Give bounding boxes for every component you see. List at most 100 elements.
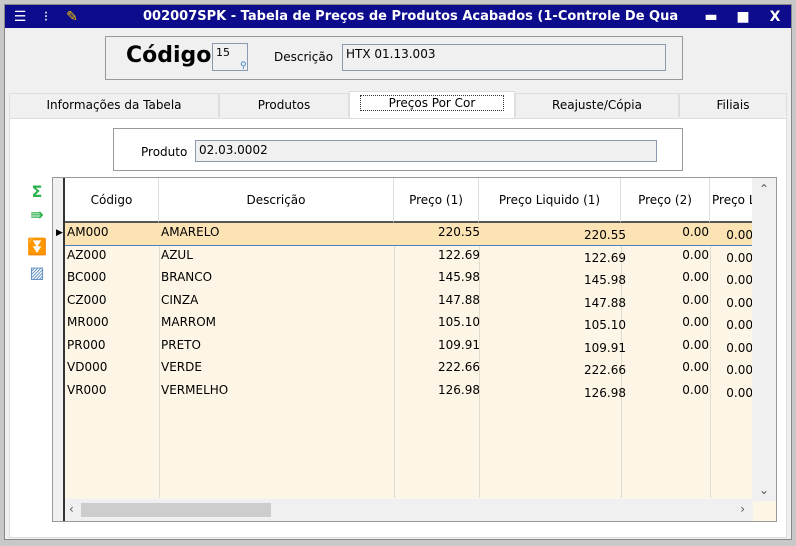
table-cell[interactable]: 122.69 xyxy=(438,247,480,262)
traffic-light-icon[interactable]: ⁝ xyxy=(43,8,49,25)
current-row-arrow-icon: ▶ xyxy=(56,228,63,238)
table-cell[interactable]: 0.00 xyxy=(726,273,753,287)
close-button[interactable]: X xyxy=(769,8,781,25)
table-cell[interactable]: 0.00 xyxy=(682,360,709,374)
row-indicator-column: ▶ xyxy=(53,178,65,521)
tab-produtos[interactable]: Produtos xyxy=(219,93,349,117)
minimize-button[interactable]: ▬ xyxy=(704,8,718,25)
tab-bar: Informações da Tabela Produtos Preços Po… xyxy=(9,91,787,118)
codigo-field[interactable]: 15 xyxy=(212,43,248,71)
maximize-button[interactable]: ■ xyxy=(736,8,750,25)
table-cell[interactable]: 0.00 xyxy=(726,340,753,355)
produto-label: Produto xyxy=(141,145,188,159)
tab-reajuste-copia[interactable]: Reajuste/Cópia xyxy=(515,93,679,117)
table-cell[interactable]: 0.00 xyxy=(726,385,753,400)
image-icon[interactable]: ▨ xyxy=(29,263,45,282)
column-header-descricao[interactable]: Descrição xyxy=(159,178,394,223)
window: ☰ ⁝ ✎ 002007SPK - Tabela de Preços de Pr… xyxy=(4,4,792,540)
table-cell[interactable]: 145.98 xyxy=(438,270,480,284)
table-cell[interactable]: 126.98 xyxy=(438,382,480,397)
wrench-icon[interactable]: ✎ xyxy=(66,8,78,25)
table-cell[interactable]: 105.10 xyxy=(438,315,480,329)
column-header-codigo[interactable]: Código xyxy=(65,178,159,223)
table-cell[interactable]: 0.00 xyxy=(682,247,709,262)
table-row[interactable]: VR000 VERMELHO 126.98 126.98 0.00 0.00 xyxy=(65,381,753,404)
table-cell[interactable]: 0.00 xyxy=(682,270,709,284)
search-icon[interactable]: ⚲ xyxy=(240,61,247,71)
tab-informacoes[interactable]: Informações da Tabela xyxy=(9,93,219,117)
column-header-preco-1[interactable]: Preço (1) xyxy=(394,178,479,223)
table-cell[interactable]: MR000 xyxy=(67,315,109,329)
scroll-right-icon[interactable]: › xyxy=(740,502,745,516)
sum-icon[interactable]: Σ xyxy=(31,182,43,201)
tab-precos-por-cor[interactable]: Preços Por Cor xyxy=(349,91,515,118)
table-cell[interactable]: AM000 xyxy=(67,225,109,239)
export-icon[interactable]: ⇛ xyxy=(30,205,44,224)
title-bar: ☰ ⁝ ✎ 002007SPK - Tabela de Preços de Pr… xyxy=(5,5,791,28)
table-cell[interactable]: VERDE xyxy=(161,360,202,374)
table-cell[interactable]: 147.88 xyxy=(584,295,626,310)
column-header-preco-liquido-2[interactable]: Preço L xyxy=(710,178,753,223)
window-title: 002007SPK - Tabela de Preços de Produtos… xyxy=(143,9,679,24)
table-cell[interactable]: VD000 xyxy=(67,360,108,374)
horizontal-scrollbar[interactable]: ‹ › xyxy=(65,499,753,521)
table-row[interactable]: CZ000 CINZA 147.88 147.88 0.00 0.00 xyxy=(65,291,753,314)
table-cell[interactable]: BC000 xyxy=(67,270,107,284)
table-row[interactable]: BC000 BRANCO 145.98 145.98 0.00 0.00 xyxy=(65,268,753,291)
table-cell[interactable]: VERMELHO xyxy=(161,382,229,397)
table-cell[interactable]: 0.00 xyxy=(726,363,753,377)
table-cell[interactable]: PRETO xyxy=(161,337,201,352)
table-cell[interactable]: 0.00 xyxy=(682,382,709,397)
table-cell[interactable]: 220.55 xyxy=(438,225,480,239)
table-cell[interactable]: 0.00 xyxy=(682,337,709,352)
scroll-thumb[interactable] xyxy=(81,503,271,517)
table-cell[interactable]: AZ000 xyxy=(67,247,107,262)
table-cell[interactable]: CINZA xyxy=(161,292,199,307)
table-cell[interactable]: 222.66 xyxy=(438,360,480,374)
table-cell[interactable]: 222.66 xyxy=(584,363,626,377)
table-row[interactable]: AM000 AMARELO 220.55 220.55 0.00 0.00 xyxy=(65,223,753,246)
descricao-field[interactable]: HTX 01.13.003 xyxy=(342,44,666,71)
table-cell[interactable]: 145.98 xyxy=(584,273,626,287)
scroll-up-icon[interactable]: ⌃ xyxy=(758,182,770,196)
table-row[interactable]: MR000 MARROM 105.10 105.10 0.00 0.00 xyxy=(65,313,753,336)
table-cell[interactable]: BRANCO xyxy=(161,270,213,284)
table-cell[interactable]: 122.69 xyxy=(584,250,626,265)
table-cell[interactable]: 105.10 xyxy=(584,318,626,332)
table-cell[interactable]: PR000 xyxy=(67,337,106,352)
table-cell[interactable]: 220.55 xyxy=(584,228,626,242)
table-cell[interactable]: 0.00 xyxy=(682,225,709,239)
produto-field[interactable]: 02.03.0002 xyxy=(195,140,657,162)
table-cell[interactable]: 0.00 xyxy=(682,292,709,307)
table-cell[interactable]: VR000 xyxy=(67,382,107,397)
table-cell[interactable]: 0.00 xyxy=(726,228,753,242)
table-cell[interactable]: AZUL xyxy=(161,247,193,262)
tab-filiais[interactable]: Filiais xyxy=(679,93,787,117)
menu-icon[interactable]: ☰ xyxy=(13,8,27,25)
produto-panel: Produto 02.03.0002 xyxy=(113,128,683,171)
table-cell[interactable]: MARROM xyxy=(161,315,217,329)
table-row[interactable]: PR000 PRETO 109.91 109.91 0.00 0.00 xyxy=(65,336,753,359)
table-cell[interactable]: 0.00 xyxy=(682,315,709,329)
column-header-preco-2[interactable]: Preço (2) xyxy=(621,178,710,223)
table-cell[interactable]: 109.91 xyxy=(438,337,480,352)
table-cell[interactable]: CZ000 xyxy=(67,292,107,307)
table-cell[interactable]: AMARELO xyxy=(161,225,220,239)
download-icon[interactable]: ⏬ xyxy=(27,237,47,256)
table-cell[interactable]: 109.91 xyxy=(584,340,626,355)
table-cell[interactable]: 0.00 xyxy=(726,318,753,332)
table-cell[interactable]: 147.88 xyxy=(438,292,480,307)
vertical-scrollbar[interactable]: ⌃ ⌄ xyxy=(752,178,776,501)
header-panel: Código 15 ⚲ Descrição HTX 01.13.003 xyxy=(105,36,683,80)
table-cell[interactable]: 126.98 xyxy=(584,385,626,400)
table-row[interactable]: AZ000 AZUL 122.69 122.69 0.00 0.00 xyxy=(65,246,753,269)
table-cell[interactable]: 0.00 xyxy=(726,295,753,310)
descricao-label: Descrição xyxy=(274,50,334,64)
codigo-label: Código xyxy=(126,43,212,68)
scroll-left-icon[interactable]: ‹ xyxy=(69,502,74,516)
prices-grid: ▶ Código Descrição Preço (1) Preço Liqui… xyxy=(52,177,777,522)
table-cell[interactable]: 0.00 xyxy=(726,250,753,265)
column-header-preco-liquido-1[interactable]: Preço Liquido (1) xyxy=(479,178,621,223)
table-row[interactable]: VD000 VERDE 222.66 222.66 0.00 0.00 xyxy=(65,358,753,381)
scroll-down-icon[interactable]: ⌄ xyxy=(758,483,770,497)
